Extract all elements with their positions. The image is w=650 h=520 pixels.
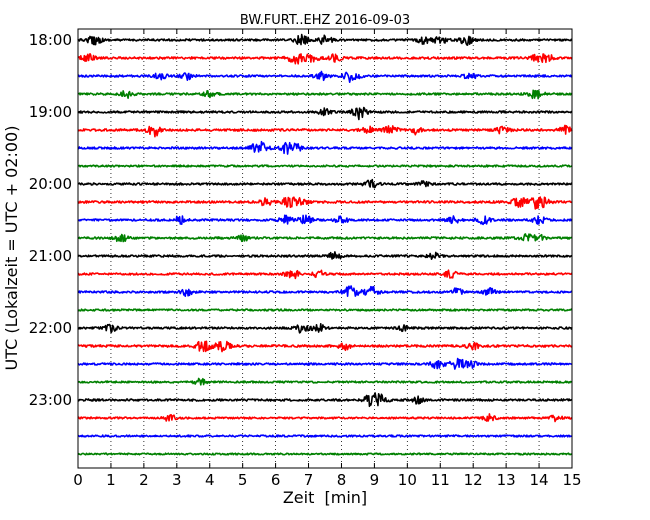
x-tick-label: 8 <box>337 471 347 489</box>
x-tick-label: 7 <box>304 471 314 489</box>
seismic-trace <box>77 323 573 334</box>
seismic-trace <box>77 434 573 438</box>
seismic-trace <box>77 452 573 456</box>
seismic-trace <box>77 251 573 260</box>
seismic-trace <box>77 164 573 168</box>
x-tick-label: 0 <box>73 471 83 489</box>
seismic-trace <box>77 70 573 84</box>
seismic-trace <box>77 106 573 121</box>
y-axis-label: UTC (Lokalzeit = UTC + 02:00) <box>2 126 21 371</box>
seismic-trace <box>77 308 573 312</box>
seismic-trace <box>77 124 573 138</box>
x-tick-label: 1 <box>106 471 116 489</box>
y-tick-label: 18:00 <box>29 31 72 49</box>
x-tick-label: 2 <box>139 471 149 489</box>
seismic-trace <box>77 89 573 100</box>
x-tick-label: 12 <box>464 471 483 489</box>
x-tick-label: 6 <box>271 471 281 489</box>
chart-title: BW.FURT..EHZ 2016-09-03 <box>240 13 410 28</box>
x-tick-label: 14 <box>530 471 549 489</box>
x-tick-label: 5 <box>238 471 248 489</box>
seismic-trace <box>77 178 573 189</box>
seismic-trace <box>77 140 573 155</box>
seismic-trace <box>77 269 573 280</box>
y-tick-label: 23:00 <box>29 391 72 409</box>
x-tick-label: 9 <box>370 471 380 489</box>
seismic-trace <box>77 52 573 65</box>
y-tick-label: 19:00 <box>29 103 72 121</box>
plot-frame <box>77 28 573 469</box>
x-tick-label: 10 <box>398 471 417 489</box>
seismic-trace <box>77 285 573 298</box>
seismic-trace <box>77 233 573 243</box>
x-axis-label: Zeit [min] <box>283 488 367 507</box>
seismic-trace <box>77 413 573 423</box>
x-tick-label: 13 <box>497 471 516 489</box>
x-axis: 0 1 2 3 4 5 6 7 8 9 10 11 12 13 14 15 <box>73 29 582 489</box>
trace-group <box>77 33 573 456</box>
seismic-trace <box>77 377 573 386</box>
x-tick-label: 3 <box>172 471 182 489</box>
y-tick-label: 20:00 <box>29 175 72 193</box>
seismic-trace <box>77 33 573 46</box>
y-tick-label: 22:00 <box>29 319 72 337</box>
y-tick-label: 21:00 <box>29 247 72 265</box>
y-axis: 18:00 19:00 20:00 21:00 22:00 23:00 <box>29 31 572 409</box>
seismic-trace <box>77 392 573 408</box>
x-tick-label: 15 <box>562 471 581 489</box>
seismic-trace <box>77 214 573 226</box>
seismic-trace <box>77 340 573 353</box>
seismic-trace <box>77 196 573 210</box>
x-tick-label: 11 <box>431 471 450 489</box>
seismic-trace <box>77 357 573 370</box>
x-tick-label: 4 <box>205 471 215 489</box>
